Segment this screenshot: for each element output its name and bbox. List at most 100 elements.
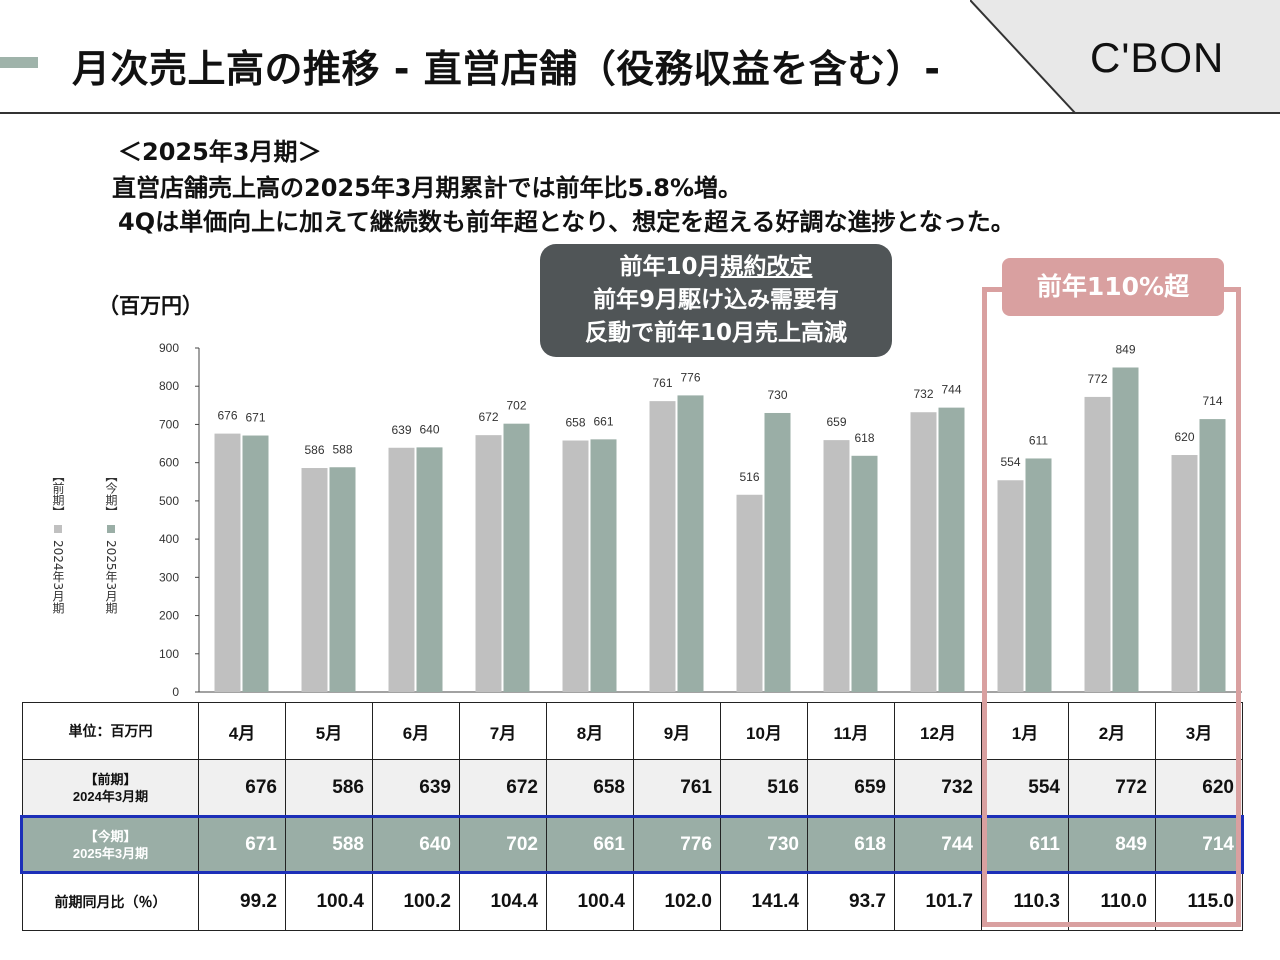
bar-cur	[1199, 419, 1226, 692]
callout-line-1a: 前年10月	[619, 254, 721, 280]
y-tick-label: 100	[159, 647, 179, 661]
data-label-cur: 714	[1202, 394, 1222, 408]
legend-cur-text-1: 【今期】	[104, 470, 118, 518]
cur-value-cell: 776	[633, 816, 721, 874]
callout-line-1: 前年10月規約改定	[540, 251, 892, 284]
table-row-cur: 【今期】 2025年3月期 671 588 640 702 661 776 730…	[22, 816, 1243, 874]
ratio-value-cell: 101.7	[894, 873, 982, 931]
row-label-prev-2: 2024年3月期	[72, 789, 149, 804]
logo-panel-edge	[970, 0, 1077, 114]
data-label-cur: 671	[245, 411, 265, 425]
data-label-prev: 554	[1000, 455, 1020, 469]
bar-cur	[1112, 367, 1139, 692]
data-label-prev: 639	[391, 423, 411, 437]
y-tick-label: 400	[159, 532, 179, 546]
month-header: 9月	[633, 702, 721, 760]
prev-value-cell: 659	[807, 759, 895, 817]
bar-prev	[649, 401, 676, 692]
bar-cur	[938, 407, 965, 692]
q4-highlight-frame	[982, 287, 1241, 927]
prev-value-cell: 639	[372, 759, 460, 817]
bar-prev	[1171, 455, 1198, 692]
month-header: 5月	[285, 702, 373, 760]
data-label-prev: 659	[826, 415, 846, 429]
month-header: 6月	[372, 702, 460, 760]
data-label-cur: 588	[332, 442, 352, 456]
cur-value-cell: 661	[546, 816, 634, 874]
prev-value-cell: 586	[285, 759, 373, 817]
bar-cur	[764, 412, 791, 692]
prev-value-cell: 658	[546, 759, 634, 817]
cur-value-cell: 702	[459, 816, 547, 874]
month-header: 4月	[198, 702, 286, 760]
ratio-value-cell: 141.4	[720, 873, 808, 931]
cur-value-cell: 611	[981, 816, 1069, 874]
bar-cur	[590, 439, 617, 692]
month-header: 1月	[981, 702, 1069, 760]
data-label-prev: 761	[652, 376, 672, 390]
legend-prev-text-1: 【前期】	[51, 470, 65, 518]
row-label-ratio: 前期同月比（％）	[22, 873, 199, 931]
legend-prev-text-2: 2024年3月期	[51, 540, 65, 615]
data-label-prev: 732	[913, 387, 933, 401]
prev-value-cell: 620	[1155, 759, 1243, 817]
month-header: 2月	[1068, 702, 1156, 760]
bar-prev	[910, 412, 937, 692]
row-label-cur-1: 【今期】	[84, 829, 137, 844]
data-label-cur: 744	[941, 383, 961, 397]
cur-value-cell: 730	[720, 816, 808, 874]
data-label-prev: 772	[1087, 372, 1107, 386]
month-header: 12月	[894, 702, 982, 760]
q4-highlight-label: 前年110%超	[1002, 258, 1224, 316]
ratio-value-cell: 99.2	[198, 873, 286, 931]
header-accent-bar	[0, 57, 38, 68]
bar-prev	[1084, 396, 1111, 692]
y-tick-label: 0	[172, 685, 179, 699]
table-unit-cell: 単位：百万円	[22, 702, 199, 760]
legend-prev: 【前期】 2024年3月期	[48, 470, 68, 617]
header-divider	[0, 112, 1280, 114]
cur-value-cell: 588	[285, 816, 373, 874]
brand-logo: C'BON	[1090, 34, 1225, 81]
cur-value-cell: 671	[198, 816, 286, 874]
summary-line-2: 4Qは単価向上に加えて継続数も前年超となり、想定を超える好調な進捗となった。	[118, 208, 1015, 236]
data-label-prev: 676	[217, 409, 237, 423]
data-label-cur: 618	[854, 431, 874, 445]
bar-prev	[997, 480, 1024, 692]
prev-value-cell: 672	[459, 759, 547, 817]
data-label-cur: 661	[593, 414, 613, 428]
ratio-value-cell: 110.0	[1068, 873, 1156, 931]
data-label-cur: 702	[506, 399, 526, 413]
row-label-cur-2: 2025年3月期	[72, 846, 149, 861]
ratio-value-cell: 100.4	[546, 873, 634, 931]
cur-value-cell: 744	[894, 816, 982, 874]
ratio-value-cell: 115.0	[1155, 873, 1243, 931]
legend-prev-swatch	[54, 525, 62, 533]
cur-value-cell: 849	[1068, 816, 1156, 874]
prev-value-cell: 761	[633, 759, 721, 817]
month-header: 11月	[807, 702, 895, 760]
prev-value-cell: 516	[720, 759, 808, 817]
bar-cur	[1025, 458, 1052, 692]
ratio-value-cell: 102.0	[633, 873, 721, 931]
legend-cur-text-2: 2025年3月期	[104, 540, 118, 615]
data-label-prev: 620	[1174, 430, 1194, 444]
y-tick-label: 300	[159, 570, 179, 584]
legend-cur: 【今期】 2025年3月期	[101, 470, 121, 617]
bar-prev	[736, 494, 763, 692]
bar-cur	[851, 455, 878, 692]
ratio-value-cell: 93.7	[807, 873, 895, 931]
legend-cur-swatch	[107, 525, 115, 533]
bar-cur	[416, 447, 443, 692]
bar-prev	[301, 468, 328, 692]
y-tick-label: 500	[159, 494, 179, 508]
data-label-prev: 516	[739, 470, 759, 484]
callout-line-1b: 規約改定	[720, 254, 813, 280]
bar-prev	[823, 440, 850, 692]
ratio-value-cell: 100.2	[372, 873, 460, 931]
cur-value-cell: 640	[372, 816, 460, 874]
callout-line-2: 前年9月駆け込み需要有	[592, 287, 839, 313]
ratio-value-cell: 110.3	[981, 873, 1069, 931]
data-label-prev: 586	[304, 443, 324, 457]
prev-value-cell: 772	[1068, 759, 1156, 817]
